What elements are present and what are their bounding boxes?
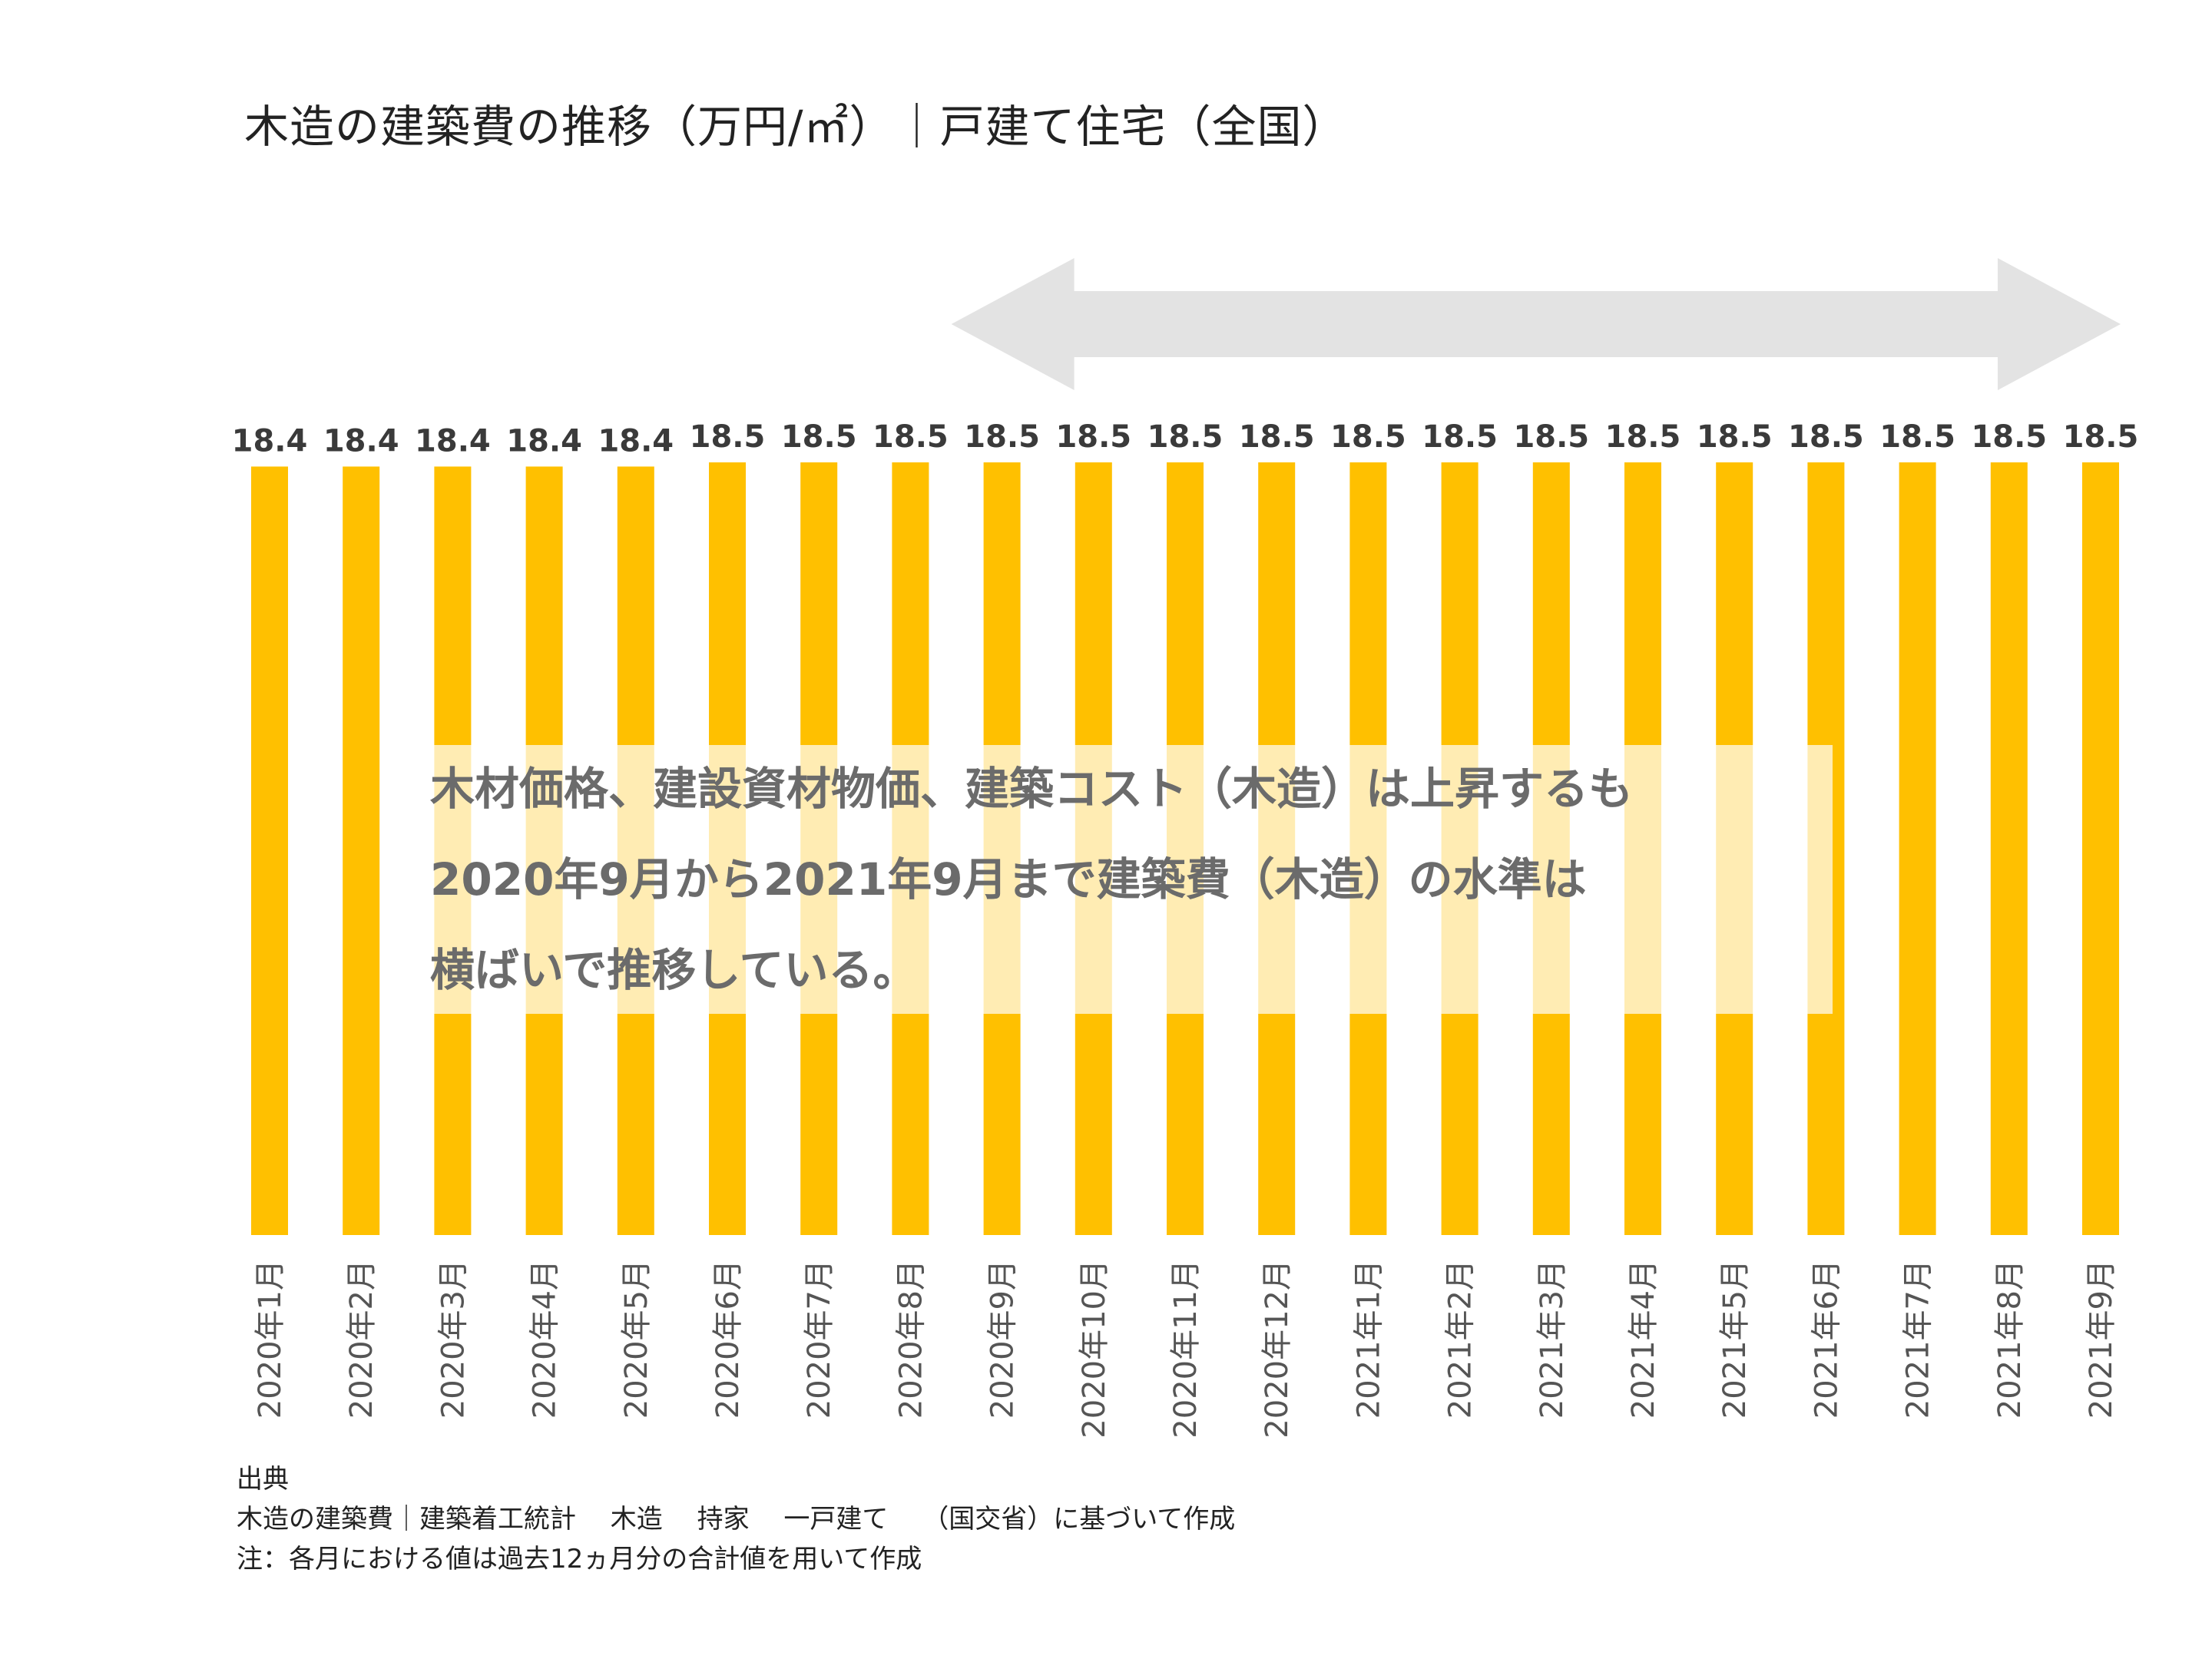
callout-line-3: 横ばいで推移している。 — [430, 944, 918, 996]
category-label-15: 2021年3月 — [1535, 1260, 1570, 1419]
value-label-11: 18.5 — [1147, 419, 1224, 455]
value-label-20: 18.5 — [1971, 419, 2047, 455]
category-label-4: 2020年4月 — [528, 1260, 563, 1419]
value-label-4: 18.4 — [506, 423, 582, 459]
value-label-13: 18.5 — [1330, 419, 1406, 455]
source-note: 出典 木造の建築費｜建築着工統計 木造 持家 一戸建て （国交省）に基づいて作成… — [237, 1459, 1235, 1579]
category-label-12: 2020年12月 — [1260, 1260, 1295, 1439]
range-double-arrow — [951, 258, 2121, 390]
bar-2 — [343, 466, 380, 1235]
category-label-21: 2021年9月 — [2084, 1260, 2119, 1419]
category-label-17: 2021年5月 — [1717, 1260, 1753, 1419]
category-label-18: 2021年6月 — [1809, 1260, 1844, 1419]
callout-line-1: 木材価格、建設資材物価、建築コスト（木造）は上昇するも — [430, 763, 1634, 815]
value-label-21: 18.5 — [2063, 419, 2139, 455]
value-label-14: 18.5 — [1422, 419, 1498, 455]
bar-19 — [1899, 462, 1936, 1235]
value-label-16: 18.5 — [1605, 419, 1681, 455]
bar-1 — [251, 466, 288, 1235]
value-label-18: 18.5 — [1788, 419, 1864, 455]
category-label-19: 2021年7月 — [1901, 1260, 1936, 1419]
source-line-2: 注：各月における値は過去12ヵ月分の合計値を用いて作成 — [237, 1544, 922, 1575]
value-label-9: 18.5 — [964, 419, 1040, 455]
category-label-9: 2020年9月 — [985, 1260, 1021, 1419]
value-label-6: 18.5 — [690, 419, 766, 455]
value-label-5: 18.4 — [598, 423, 674, 459]
category-label-13: 2021年1月 — [1351, 1260, 1386, 1419]
value-label-7: 18.5 — [781, 419, 857, 455]
category-label-3: 2020年3月 — [435, 1260, 471, 1419]
callout-text: 木材価格、建設資材物価、建築コスト（木造）は上昇するも 2020年9月から202… — [430, 743, 1633, 1015]
value-label-10: 18.5 — [1055, 419, 1131, 455]
category-label-5: 2020年5月 — [619, 1260, 654, 1419]
category-label-7: 2020年7月 — [802, 1260, 837, 1419]
category-label-16: 2021年4月 — [1626, 1260, 1661, 1419]
value-label-19: 18.5 — [1879, 419, 1955, 455]
category-label-10: 2020年10月 — [1077, 1260, 1112, 1439]
value-label-2: 18.4 — [323, 423, 399, 459]
value-label-17: 18.5 — [1697, 419, 1773, 455]
chart-title: 木造の建築費の推移（万円/㎡）｜戸建て住宅（全国） — [244, 101, 1348, 153]
value-label-1: 18.4 — [232, 423, 308, 459]
bar-20 — [1990, 462, 2028, 1235]
value-label-8: 18.5 — [873, 419, 949, 455]
category-label-2: 2020年2月 — [344, 1260, 379, 1419]
category-label-11: 2020年11月 — [1168, 1260, 1204, 1439]
value-label-12: 18.5 — [1239, 419, 1315, 455]
category-label-14: 2021年2月 — [1443, 1260, 1479, 1419]
category-label-1: 2020年1月 — [253, 1260, 288, 1419]
source-line-1: 木造の建築費｜建築着工統計 木造 持家 一戸建て （国交省）に基づいて作成 — [237, 1504, 1236, 1535]
category-label-20: 2021年8月 — [1992, 1260, 2028, 1419]
callout-box — [430, 745, 1833, 1014]
value-label-15: 18.5 — [1513, 419, 1589, 455]
callout-line-2: 2020年9月から2021年9月まで建築費（木造）の水準は — [430, 853, 1587, 906]
category-label-6: 2020年6月 — [710, 1260, 746, 1419]
category-label-8: 2020年8月 — [893, 1260, 929, 1419]
source-heading: 出典 — [237, 1464, 289, 1495]
value-label-3: 18.4 — [415, 423, 491, 459]
bar-21 — [2082, 462, 2119, 1235]
